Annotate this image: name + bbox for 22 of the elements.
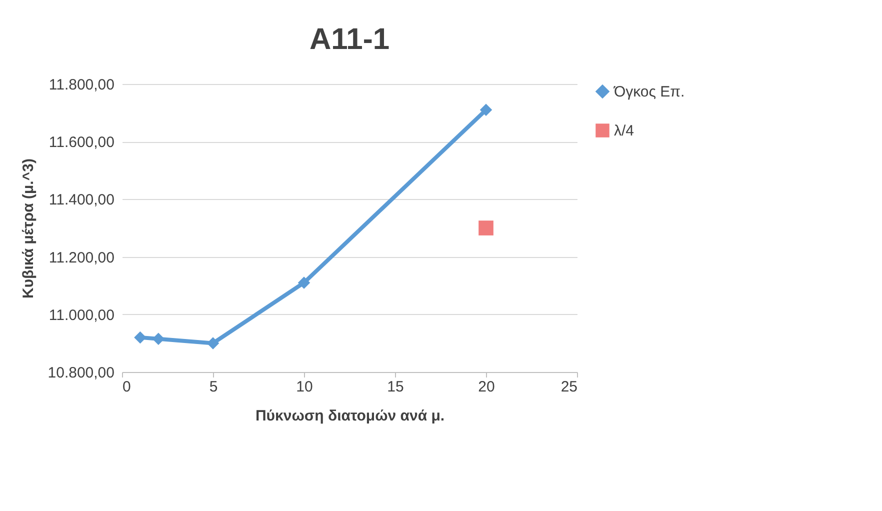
x-tick-label: 20 — [478, 378, 495, 396]
x-tick-label: 5 — [209, 378, 218, 396]
x-axis-title: Πύκνωση διατομών ανά μ. — [255, 408, 445, 424]
x-tick-label: 0 — [122, 378, 131, 396]
y-tick-label: 11.200,00 — [48, 249, 114, 266]
legend-label: λ/4 — [614, 122, 634, 140]
point — [298, 276, 310, 289]
y-tick-label: 11.000,00 — [48, 306, 114, 324]
point — [480, 104, 492, 116]
point — [134, 331, 146, 344]
legend-label: Όγκος Επ. — [613, 84, 685, 100]
y-tick-label: 11.600,00 — [48, 134, 114, 152]
y-tick-label: 11.800,00 — [48, 76, 114, 94]
point — [478, 220, 494, 236]
y-tick-label: 10.800,00 — [48, 364, 114, 382]
point — [206, 337, 220, 350]
chart-title: A11-1 — [309, 23, 390, 56]
x-tick-label: 25 — [560, 378, 578, 396]
y-tick-label: 11.400,00 — [48, 192, 114, 209]
x-tick-label: 10 — [296, 378, 313, 396]
y-axis-title: Κυβικά μέτρα (μ.^3) — [20, 158, 37, 298]
x-tick-label: 15 — [387, 378, 404, 396]
